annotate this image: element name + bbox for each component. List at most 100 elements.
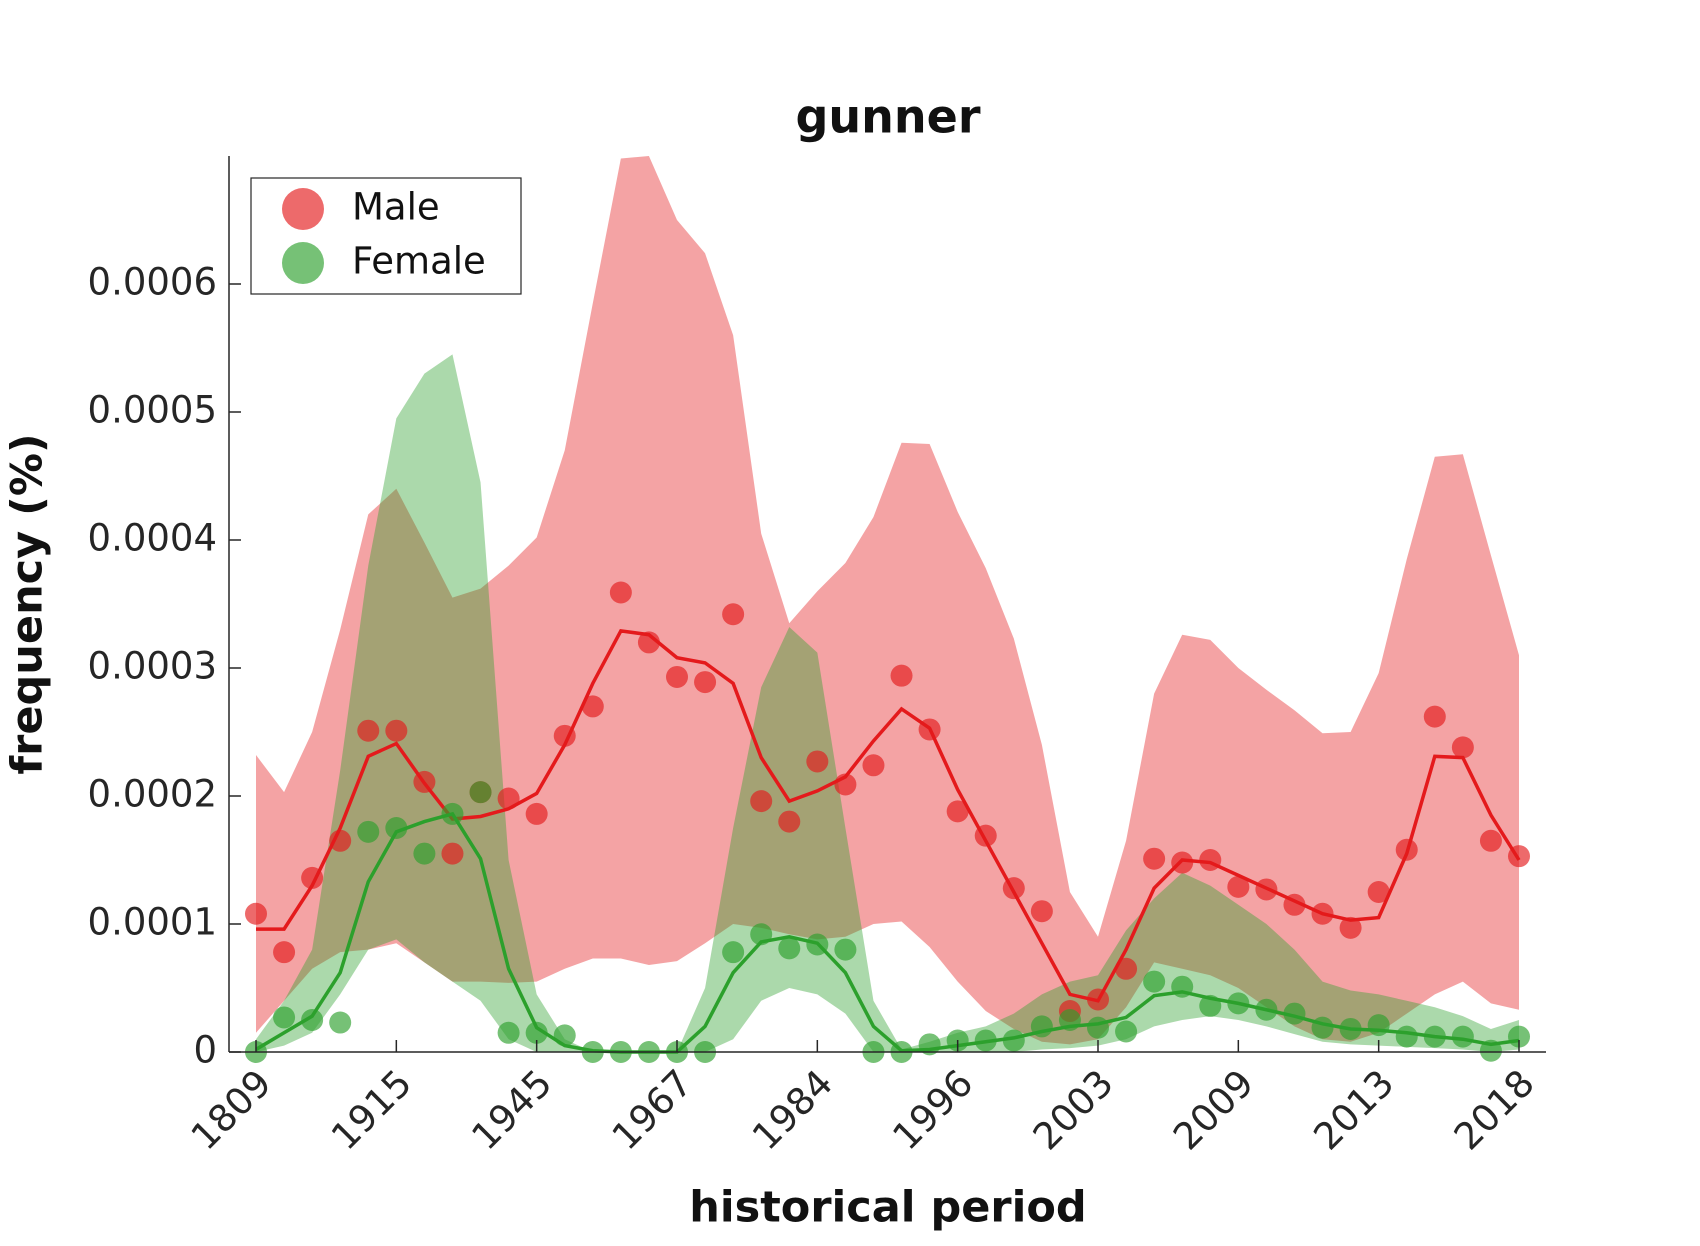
- data-point: [497, 1021, 520, 1044]
- data-point: [525, 802, 548, 825]
- data-point: [1283, 893, 1306, 916]
- data-point: [1171, 851, 1194, 874]
- data-point: [553, 1024, 576, 1047]
- y-tick-label: 0.0001: [88, 901, 217, 944]
- data-point: [862, 754, 885, 777]
- data-point: [1255, 878, 1278, 901]
- data-point: [918, 718, 941, 741]
- data-point: [974, 1029, 997, 1052]
- data-point: [385, 719, 408, 742]
- y-tick-label: 0.0003: [88, 645, 217, 688]
- data-point: [525, 1021, 548, 1044]
- x-tick-label: 1967: [604, 1061, 701, 1158]
- data-point: [1115, 1020, 1138, 1043]
- confidence-band: [256, 156, 1519, 1045]
- data-point: [750, 923, 773, 946]
- data-point: [1143, 847, 1166, 870]
- y-tick-label: 0.0002: [88, 773, 217, 816]
- data-point: [1367, 1014, 1390, 1037]
- data-point: [1451, 1025, 1474, 1048]
- x-tick-label: 1945: [463, 1061, 560, 1158]
- data-point: [1199, 994, 1222, 1017]
- data-point: [1283, 1002, 1306, 1025]
- data-point: [329, 829, 352, 852]
- chart-title: gunner: [795, 90, 980, 144]
- data-point: [1339, 1017, 1362, 1040]
- data-point: [245, 902, 267, 925]
- data-point: [273, 1006, 296, 1029]
- data-point: [301, 866, 324, 889]
- data-point: [1339, 916, 1362, 939]
- data-point: [1030, 1015, 1053, 1038]
- data-point: [637, 631, 660, 654]
- legend-marker: [282, 188, 324, 230]
- x-tick-label: 1809: [183, 1061, 280, 1158]
- y-tick-label: 0.0004: [88, 517, 217, 560]
- data-point: [666, 665, 688, 688]
- data-point: [357, 820, 380, 843]
- data-point: [1367, 881, 1390, 903]
- data-point: [1479, 1039, 1502, 1062]
- data-point: [778, 937, 801, 960]
- data-point: [1423, 705, 1446, 728]
- y-axis-label: frequency (%): [3, 433, 53, 774]
- data-point: [301, 1009, 324, 1031]
- data-point: [1087, 988, 1109, 1011]
- y-tick-label: 0.0006: [88, 261, 217, 304]
- data-point: [974, 824, 997, 847]
- trend-line: [255, 811, 1520, 1054]
- data-point: [469, 781, 492, 804]
- data-point: [1115, 957, 1138, 980]
- x-tick-label: 1984: [744, 1061, 841, 1158]
- data-point: [441, 802, 464, 825]
- data-point: [750, 790, 773, 813]
- x-tick-label: 2003: [1025, 1061, 1122, 1158]
- legend-label: Female: [352, 240, 486, 283]
- data-point: [1227, 875, 1250, 898]
- y-tick-label: 0.0005: [88, 389, 217, 432]
- data-point: [1508, 1025, 1530, 1048]
- data-point: [609, 581, 632, 604]
- data-point: [413, 842, 436, 865]
- data-point: [806, 750, 829, 773]
- data-point: [1395, 838, 1418, 861]
- data-point: [722, 603, 745, 626]
- data-point: [1199, 849, 1222, 871]
- x-tick-label: 2013: [1305, 1061, 1402, 1158]
- data-point: [1508, 845, 1530, 868]
- data-point: [1030, 900, 1053, 923]
- data-point: [413, 770, 436, 793]
- data-point: [1451, 736, 1474, 759]
- data-point: [1002, 1029, 1025, 1052]
- data-point: [1395, 1025, 1418, 1048]
- data-point: [1311, 902, 1334, 925]
- data-point: [581, 695, 604, 718]
- data-point: [1058, 1009, 1081, 1031]
- data-point: [722, 941, 745, 964]
- data-point: [357, 719, 380, 742]
- data-point: [1227, 992, 1250, 1015]
- data-point: [497, 787, 520, 810]
- x-tick-label: 2018: [1446, 1061, 1543, 1158]
- data-point: [329, 1011, 352, 1034]
- data-point: [694, 671, 717, 694]
- y-tick-label: 0: [193, 1029, 217, 1072]
- data-point: [834, 773, 857, 796]
- data-point: [1479, 829, 1502, 852]
- data-point: [1423, 1025, 1446, 1048]
- data-point: [918, 1033, 941, 1056]
- data-point: [946, 800, 969, 823]
- data-point: [553, 724, 576, 747]
- data-point: [806, 933, 829, 956]
- x-tick-label: 1915: [323, 1061, 420, 1158]
- data-point: [1311, 1016, 1334, 1039]
- data-point: [834, 938, 857, 961]
- data-point: [441, 842, 464, 865]
- legend-label: Male: [352, 186, 440, 229]
- x-axis-label: historical period: [689, 1183, 1086, 1233]
- legend-marker: [282, 242, 324, 284]
- data-point: [1143, 970, 1166, 993]
- trend-line: [256, 628, 1521, 1003]
- data-point: [1087, 1016, 1109, 1039]
